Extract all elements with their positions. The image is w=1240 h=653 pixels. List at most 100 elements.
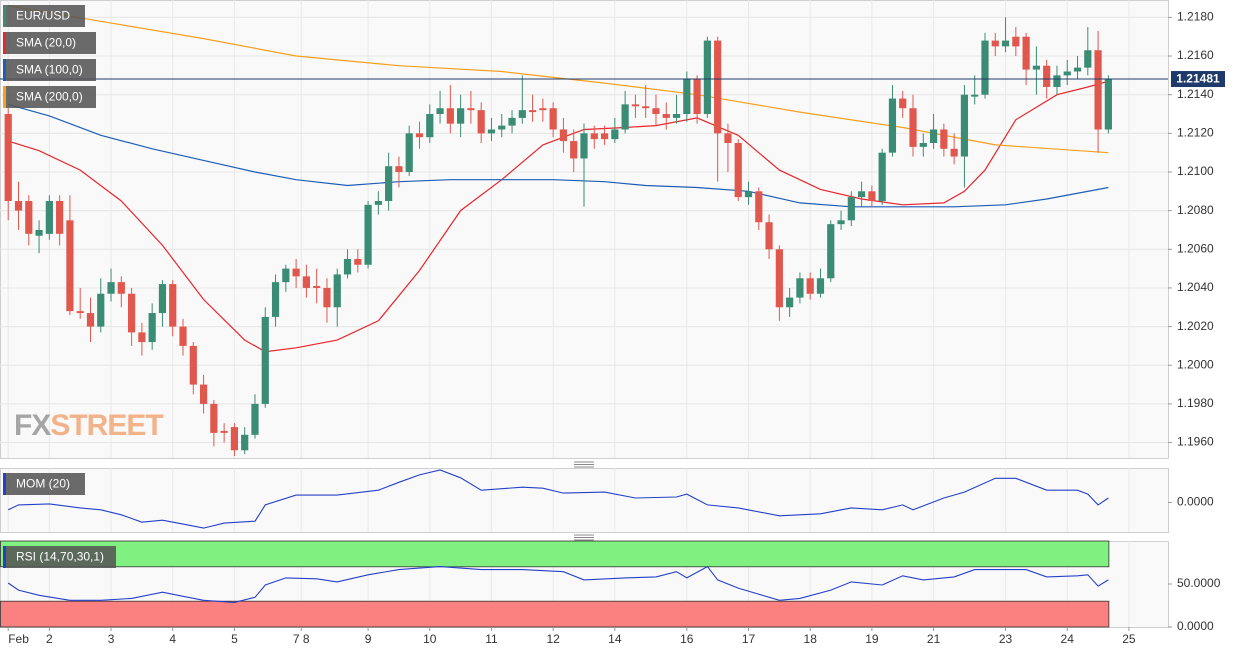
candle-body	[45, 200, 53, 234]
candle-body	[498, 125, 506, 130]
candle-body	[467, 108, 475, 111]
sma-line	[8, 103, 1109, 208]
panel-background	[0, 468, 1169, 533]
legend-item: SMA (200,0)	[3, 86, 96, 108]
candle-body	[611, 129, 619, 140]
candle-body	[169, 284, 177, 327]
candle-body	[816, 278, 825, 294]
x-tick-label: 12	[546, 632, 560, 646]
candle-body	[323, 287, 331, 308]
legend-item: EUR/USD	[3, 5, 85, 27]
x-tick-label: 4	[169, 632, 176, 646]
y-tick-label: 1.1980	[1177, 396, 1214, 410]
legend-item: SMA (100,0)	[3, 59, 96, 81]
candle-body	[4, 114, 12, 201]
candle-body	[426, 114, 434, 138]
candle-body	[1063, 71, 1071, 76]
candle-body	[662, 114, 670, 118]
legend-box	[3, 546, 116, 568]
candle-body	[1012, 36, 1020, 47]
legend-swatch	[3, 32, 6, 54]
candle-body	[755, 191, 763, 223]
candle-body	[786, 297, 794, 308]
sma-line	[8, 5, 1109, 154]
candle-body	[76, 311, 84, 314]
y-tick-label: 1.2120	[1177, 126, 1214, 140]
candle-body	[734, 143, 742, 198]
legend-swatch	[3, 546, 6, 568]
panel-background	[0, 0, 1169, 459]
candle-body	[929, 129, 938, 144]
candle-body	[271, 282, 280, 317]
y-tick-label: 1.2160	[1177, 48, 1214, 62]
candle-body	[179, 326, 187, 346]
y-tick-label: 1.2020	[1177, 319, 1214, 333]
legend-item: MOM (20)	[3, 473, 85, 495]
candle-body	[693, 79, 701, 115]
legend-label: SMA (100,0)	[16, 63, 83, 77]
legend-box	[3, 32, 96, 54]
candle-body	[744, 191, 753, 198]
legend-label: EUR/USD	[16, 9, 70, 23]
x-tick-label: 18	[804, 632, 818, 646]
indicator-line	[7, 469, 1109, 529]
x-tick-label: 25	[1122, 632, 1136, 646]
x-tick-label: 11	[485, 632, 498, 646]
candle-body	[590, 133, 598, 140]
x-tick-label: 19	[865, 632, 879, 646]
candle-body	[827, 224, 835, 279]
y-tick-label: 1.2180	[1177, 10, 1214, 24]
candle-body	[570, 141, 578, 159]
candle-body	[631, 104, 640, 107]
candle-body	[364, 204, 372, 265]
legend-label: RSI (14,70,30,1)	[16, 550, 104, 564]
candle-body	[981, 40, 989, 95]
candle-body	[765, 222, 773, 250]
y-tick-label: 1.2080	[1177, 203, 1214, 217]
legend-swatch	[3, 5, 6, 27]
candle-body	[1032, 65, 1040, 70]
candle-body	[220, 430, 228, 433]
candle-body	[107, 282, 115, 294]
candle-body	[333, 274, 341, 308]
candle-body	[354, 258, 362, 265]
x-tick-label: 14	[608, 632, 622, 646]
candle-body	[806, 278, 814, 294]
candle-body	[251, 403, 259, 435]
y-tick-label: 1.2040	[1177, 280, 1214, 294]
candle-body	[374, 200, 382, 205]
legend-box	[3, 5, 85, 27]
y-tick-label: 1.2060	[1177, 241, 1214, 255]
indicator-line	[7, 565, 1109, 603]
candle-body	[210, 403, 218, 433]
candle-body	[971, 94, 979, 97]
y-tick-label: 1.2100	[1177, 164, 1214, 178]
candle-body	[549, 108, 557, 130]
candle-body	[230, 427, 239, 451]
y-tick-label: 1.1960	[1177, 435, 1214, 449]
candle-body	[1022, 36, 1030, 70]
candle-body	[1084, 50, 1092, 68]
candle-body	[35, 229, 43, 236]
x-tick-label: 24	[1061, 632, 1075, 646]
candle-body	[405, 133, 413, 172]
x-tick-label: 23	[999, 632, 1013, 646]
candle-body	[117, 282, 125, 294]
candle-body	[652, 108, 660, 115]
x-tick-label: 3	[108, 632, 115, 646]
candle-body	[1104, 79, 1112, 130]
band	[0, 600, 1110, 628]
candle-body	[86, 313, 95, 327]
candle-body	[528, 110, 537, 113]
candle-body	[292, 268, 300, 277]
candle-body	[148, 313, 156, 343]
candle-body	[559, 129, 568, 142]
candle-body	[621, 104, 629, 130]
y-tick-label: 1.2140	[1177, 87, 1214, 101]
x-tick-label: 7 8	[293, 632, 310, 646]
legend-box	[3, 59, 96, 81]
band	[0, 540, 1110, 568]
candle-body	[837, 220, 845, 225]
candle-body	[385, 166, 393, 201]
